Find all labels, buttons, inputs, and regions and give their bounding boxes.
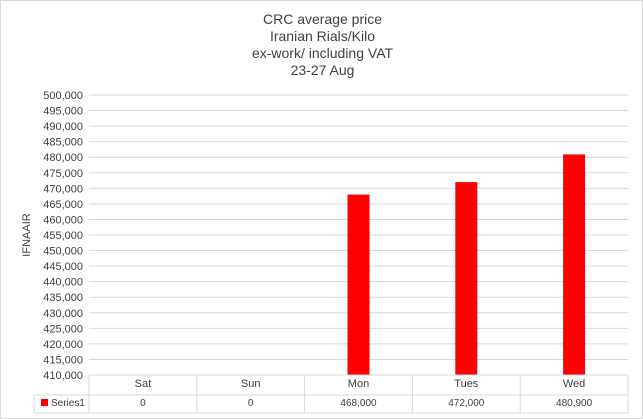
chart-title-line-3: ex-work/ including VAT bbox=[251, 45, 394, 61]
x-category-label: Sat bbox=[135, 378, 152, 390]
y-tick-label: 495,000 bbox=[43, 106, 83, 118]
x-category-label: Wed bbox=[563, 378, 585, 390]
chart-title-line-1: CRC average price bbox=[262, 11, 383, 27]
y-tick-label: 445,000 bbox=[43, 261, 83, 273]
y-tick-label: 420,000 bbox=[43, 339, 83, 351]
bar-mon bbox=[347, 194, 370, 375]
x-category-label: Sun bbox=[241, 378, 261, 390]
table-value: 472,000 bbox=[448, 398, 485, 409]
y-tick-label: 485,000 bbox=[43, 137, 83, 149]
bar-tues bbox=[455, 182, 478, 375]
y-tick-label: 425,000 bbox=[43, 323, 83, 335]
y-tick-label: 450,000 bbox=[43, 246, 83, 258]
y-tick-label: 455,000 bbox=[43, 230, 83, 242]
y-tick-label: 465,000 bbox=[43, 199, 83, 211]
y-tick-label: 440,000 bbox=[43, 277, 83, 289]
y-tick-label: 500,000 bbox=[43, 90, 83, 102]
chart-title-line-2: Iranian Rials/Kilo bbox=[269, 28, 376, 44]
y-tick-label: 415,000 bbox=[43, 354, 83, 366]
table-value: 480,900 bbox=[556, 398, 593, 409]
y-tick-label: 410,000 bbox=[43, 370, 83, 382]
chart-title: CRC average price Iranian Rials/Kilo ex-… bbox=[1, 11, 643, 79]
y-tick-label: 470,000 bbox=[43, 183, 83, 195]
y-tick-label: 460,000 bbox=[43, 214, 83, 226]
x-category-label: Tues bbox=[454, 378, 479, 390]
y-tick-label: 435,000 bbox=[43, 292, 83, 304]
legend-key bbox=[41, 399, 48, 406]
table-value: 0 bbox=[140, 398, 146, 409]
legend-series-name: Series1 bbox=[51, 398, 85, 409]
y-axis-title: IFNAAIR bbox=[21, 213, 33, 256]
y-tick-label: 490,000 bbox=[43, 121, 83, 133]
x-category-label: Mon bbox=[348, 378, 369, 390]
table-value: 468,000 bbox=[340, 398, 377, 409]
y-tick-label: 475,000 bbox=[43, 168, 83, 180]
table-value: 0 bbox=[248, 398, 254, 409]
chart-title-line-4: 23-27 Aug bbox=[290, 62, 355, 78]
y-tick-label: 430,000 bbox=[43, 308, 83, 320]
bar-wed bbox=[563, 154, 586, 375]
y-tick-label: 480,000 bbox=[43, 152, 83, 164]
